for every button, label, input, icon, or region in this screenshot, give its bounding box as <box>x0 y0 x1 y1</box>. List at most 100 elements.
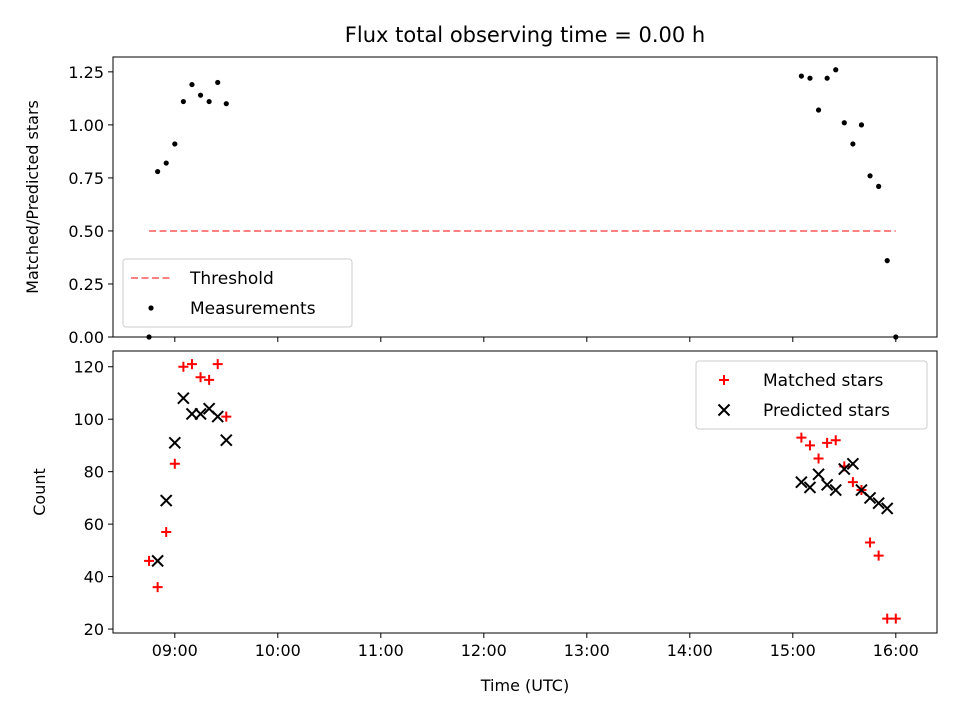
bottom-matched-stars-point <box>195 372 206 383</box>
y-tick-label: 100 <box>73 410 104 429</box>
top-measurements-point <box>163 160 169 166</box>
legend-matched-stars-label: Matched stars <box>763 371 883 391</box>
bottom-matched-stars-point <box>882 613 893 624</box>
bottom-matched-stars-point <box>221 411 232 422</box>
bottom-matched-stars-point <box>178 361 189 372</box>
bottom-matched-stars-point <box>822 437 833 448</box>
bottom-predicted-stars-point <box>820 478 834 491</box>
bottom-predicted-stars-point <box>872 496 885 510</box>
bottom-axes: 09:00 10:00 11:00 12:00 13:00 14:00 15:00 16:00… <box>30 350 938 695</box>
x-tick-label: 14:00 <box>667 641 713 660</box>
y-tick-label: 120 <box>73 358 104 377</box>
legend-predicted-stars-label: Predicted stars <box>763 401 890 421</box>
bottom-predicted-stars-point <box>151 554 164 568</box>
bottom-matched-stars-point <box>796 432 807 443</box>
bottom-predicted-stars-point <box>803 481 817 494</box>
x-tick-label: 12:00 <box>461 641 507 660</box>
top-measurements-point <box>215 79 221 86</box>
top-measurements-point <box>850 141 856 147</box>
legend-predicted-stars-swatch <box>717 403 731 417</box>
legend-box <box>695 360 928 430</box>
top-plot-area <box>146 67 899 340</box>
legend-box <box>122 258 353 328</box>
bottom-matched-stars-point <box>204 374 215 385</box>
top-measurements-point <box>833 67 839 73</box>
x-tick-label: 09:00 <box>152 641 198 660</box>
bottom-predicted-stars-point <box>795 475 808 489</box>
x-tick-label: 10:00 <box>255 641 301 660</box>
top-measurements-point <box>815 107 822 113</box>
top-axes-frame <box>112 56 938 338</box>
bottom-legend: Matched stars Predicted stars <box>695 360 928 430</box>
bottom-matched-stars-point <box>873 550 884 561</box>
legend-matched-stars-swatch <box>719 375 729 385</box>
top-measurements-point <box>223 101 229 107</box>
y-tick-label: 0.00 <box>68 328 104 347</box>
bottom-matched-stars-point <box>847 477 858 488</box>
top-measurements-point <box>189 81 195 88</box>
top-measurements-point <box>876 183 882 189</box>
bottom-predicted-stars-point <box>168 436 182 450</box>
top-measurements-point <box>858 122 865 128</box>
bottom-axis-ticks: 09:00 10:00 11:00 12:00 13:00 14:00 15:00 16:00… <box>73 358 918 660</box>
bottom-predicted-stars-point <box>829 483 842 497</box>
y-tick-label: 40 <box>84 568 104 587</box>
bottom-matched-stars-point <box>169 458 180 469</box>
top-legend: Threshold Measurements <box>122 258 353 328</box>
top-measurements-point <box>172 141 178 147</box>
x-tick-label: 11:00 <box>358 641 404 660</box>
bottom-matched-stars-point <box>813 453 824 464</box>
top-measurements-point <box>155 168 161 175</box>
bottom-matched-stars-point <box>144 555 155 566</box>
y-tick-label: 0.50 <box>68 222 104 241</box>
legend-measurements-label: Measurements <box>190 299 316 319</box>
x-axis-label: Time (UTC) <box>480 676 569 695</box>
bottom-matched-stars-point <box>865 537 876 548</box>
y-tick-label: 1.00 <box>68 116 104 135</box>
legend-measurements-swatch <box>148 305 154 311</box>
top-y-axis-label: Matched/Predicted stars <box>23 100 42 294</box>
x-tick-label: 15:00 <box>770 641 816 660</box>
bottom-matched-stars-point <box>212 359 223 370</box>
top-measurements-point <box>206 98 212 105</box>
legend-threshold-label: Threshold <box>189 269 274 289</box>
top-measurements-point <box>884 258 890 264</box>
bottom-predicted-stars-point <box>881 502 894 515</box>
top-measurements-point <box>197 92 204 98</box>
bottom-predicted-stars-point <box>177 392 190 405</box>
bottom-matched-stars-point <box>890 613 901 624</box>
bottom-matched-stars-point <box>830 435 841 446</box>
bottom-matched-stars-point <box>186 359 197 370</box>
y-tick-label: 0.25 <box>68 275 104 294</box>
x-tick-label: 13:00 <box>564 641 610 660</box>
bottom-predicted-stars-point <box>211 410 224 423</box>
bottom-plot-area <box>144 359 901 624</box>
top-axis-ticks: 0.00 0.25 0.50 0.75 1.00 1.25 <box>68 63 897 347</box>
bottom-predicted-stars-point <box>194 407 207 421</box>
top-measurements-point <box>798 73 804 79</box>
bottom-matched-stars-point <box>161 527 172 538</box>
chart-title: Flux total observing time = 0.00 h <box>345 23 705 47</box>
y-tick-label: 0.75 <box>68 169 104 188</box>
bottom-predicted-stars-point <box>812 468 825 481</box>
top-measurements-point <box>180 98 186 105</box>
top-measurements-point <box>824 75 830 81</box>
bottom-y-axis-label: Count <box>30 468 49 516</box>
bottom-matched-stars-point <box>152 582 163 593</box>
bottom-predicted-stars-point <box>220 433 233 447</box>
y-tick-label: 20 <box>84 620 104 639</box>
top-measurements-point <box>867 173 873 179</box>
x-tick-label: 16:00 <box>873 641 919 660</box>
top-measurements-point <box>807 75 813 81</box>
bottom-axes-frame <box>112 350 938 634</box>
bottom-predicted-stars-point <box>863 491 877 505</box>
y-tick-label: 1.25 <box>68 63 104 82</box>
bottom-predicted-stars-point <box>838 462 851 476</box>
bottom-predicted-stars-point <box>846 457 860 471</box>
y-tick-label: 60 <box>84 515 104 534</box>
top-measurements-point <box>841 120 847 126</box>
bottom-matched-stars-point <box>804 440 815 451</box>
top-axes: 0.00 0.25 0.50 0.75 1.00 1.25 Matched/Predict… <box>23 56 938 347</box>
y-tick-label: 80 <box>84 463 104 482</box>
